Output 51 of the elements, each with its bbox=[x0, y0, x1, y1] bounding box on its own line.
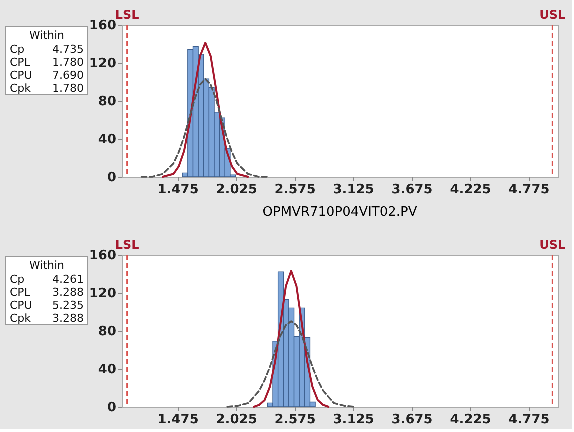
text: 3.288 bbox=[52, 286, 84, 299]
text: Within bbox=[29, 259, 65, 272]
text: Cp bbox=[10, 43, 25, 56]
x-tick-label: 2.025 bbox=[216, 412, 258, 428]
ref-line-label: USL bbox=[540, 238, 566, 252]
y-tick-label: 40 bbox=[98, 132, 116, 148]
x-tick-label: 2.575 bbox=[274, 412, 316, 428]
line-series bbox=[226, 320, 356, 408]
text: 4.735 bbox=[52, 43, 84, 56]
text: CPL bbox=[10, 56, 32, 69]
text: 1.780 bbox=[52, 82, 84, 95]
x-tick-label: 3.675 bbox=[392, 182, 433, 198]
x-tick-label: 1.475 bbox=[158, 412, 199, 428]
text: Cp bbox=[10, 273, 25, 286]
line-series bbox=[253, 270, 330, 408]
text: Within bbox=[29, 29, 65, 42]
x-tick-label: 4.225 bbox=[450, 412, 492, 428]
y-tick-label: 160 bbox=[89, 18, 116, 34]
text: Cpk bbox=[10, 82, 32, 95]
text: CPU bbox=[10, 299, 32, 312]
ref-line-label: LSL bbox=[115, 8, 140, 22]
x-tick-label: 3.125 bbox=[333, 412, 374, 428]
ref-line-label: USL bbox=[540, 8, 566, 22]
text: 4.261 bbox=[52, 273, 84, 286]
x-tick-label: 4.225 bbox=[450, 182, 492, 198]
x-tick-label: 2.575 bbox=[274, 182, 316, 198]
x-tick-label: 2.025 bbox=[216, 182, 258, 198]
y-tick-label: 80 bbox=[98, 324, 116, 340]
text: 1.780 bbox=[52, 56, 84, 69]
x-tick-label: 4.775 bbox=[508, 182, 550, 198]
line-series bbox=[162, 42, 250, 178]
x-tick-label: 1.475 bbox=[158, 182, 199, 198]
y-tick-label: 160 bbox=[89, 248, 116, 264]
text: CPU bbox=[10, 69, 32, 82]
text: Cpk bbox=[10, 312, 32, 325]
ref-line-label: LSL bbox=[115, 238, 140, 252]
x-tick-label: 3.125 bbox=[333, 182, 374, 198]
y-tick-label: 80 bbox=[98, 94, 116, 110]
y-tick-label: 40 bbox=[98, 362, 116, 378]
x-tick-label: 4.775 bbox=[508, 412, 550, 428]
text: 5.235 bbox=[52, 299, 84, 312]
y-tick-label: 120 bbox=[89, 56, 116, 72]
line-series bbox=[140, 78, 270, 178]
y-tick-label: 0 bbox=[107, 170, 116, 186]
x-tick-label: 3.675 bbox=[392, 412, 433, 428]
y-tick-label: 120 bbox=[89, 286, 116, 302]
y-tick-label: 0 bbox=[107, 400, 116, 416]
chart-title: OPMVR710P04VIT02.PV bbox=[262, 205, 418, 220]
text: CPL bbox=[10, 286, 32, 299]
text: 3.288 bbox=[52, 312, 84, 325]
text: 7.690 bbox=[52, 69, 84, 82]
